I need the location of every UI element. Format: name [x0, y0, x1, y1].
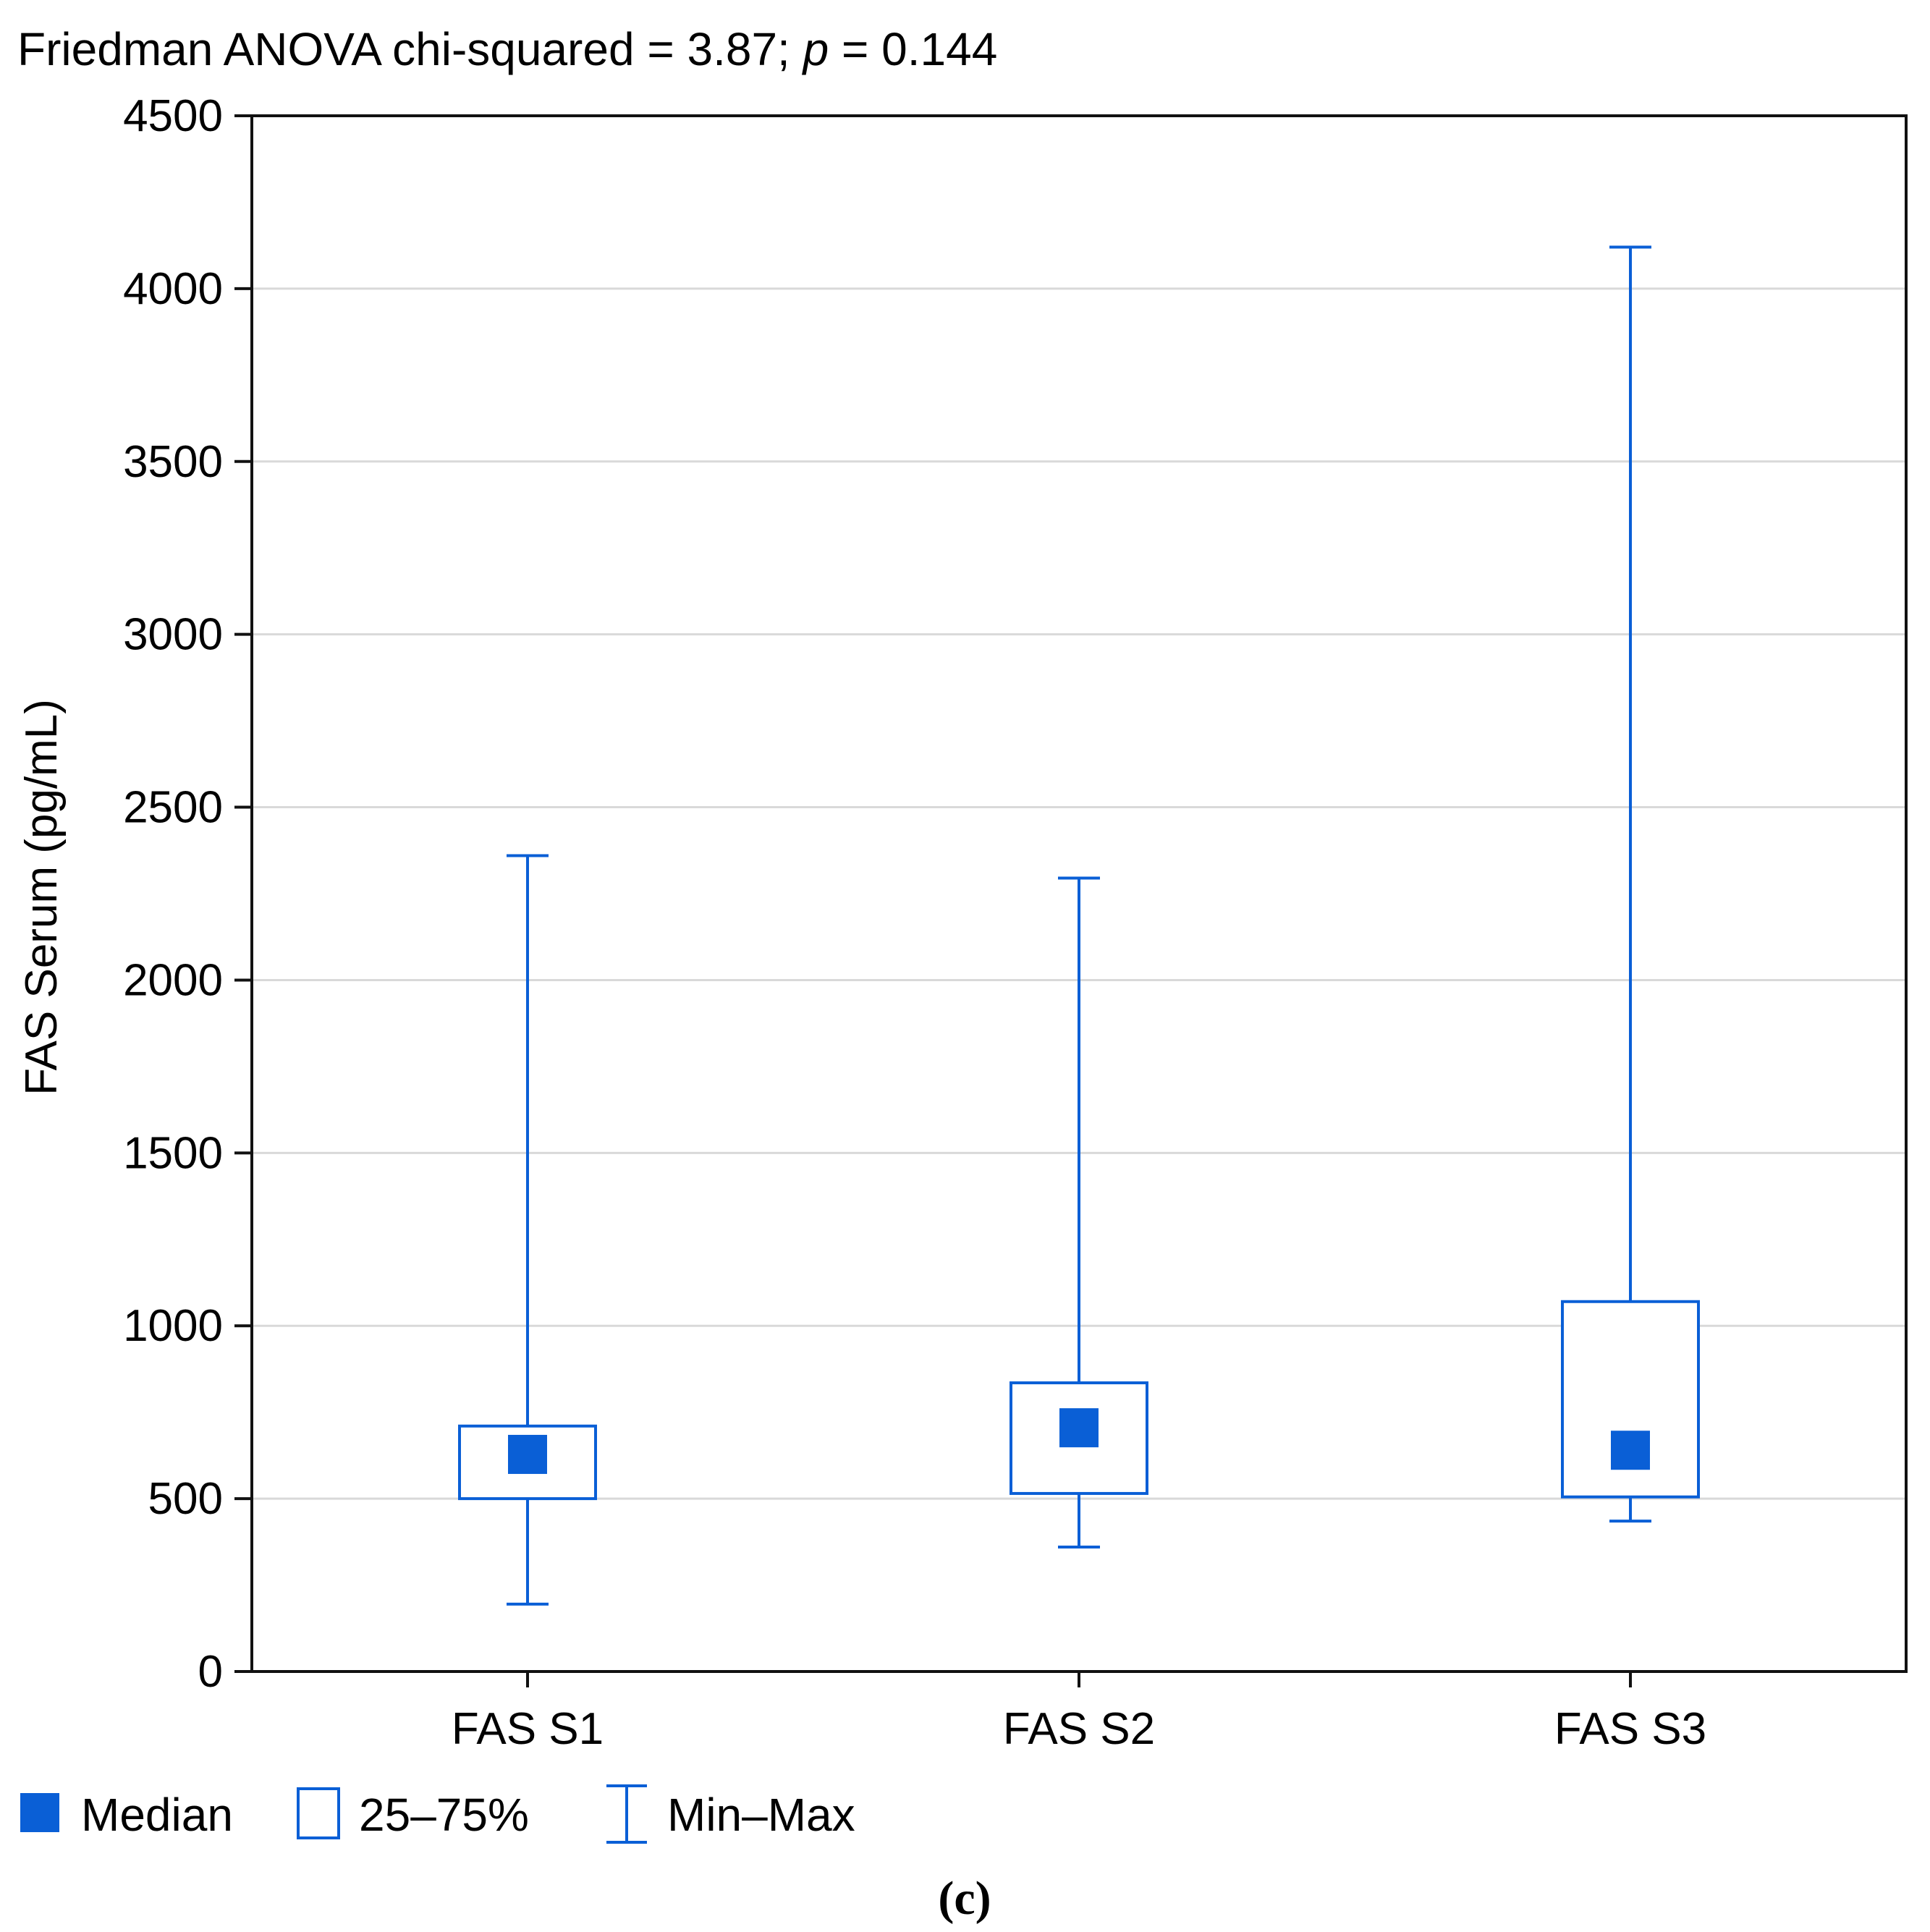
x-axis-ticks: FAS S1 FAS S2 FAS S3 [452, 1672, 1706, 1754]
plot-area [458, 245, 1700, 1606]
y-tick-label: 0 [198, 1647, 223, 1697]
x-tick-label: FAS S1 [452, 1704, 604, 1754]
y-tick-label: 2500 [123, 783, 223, 833]
y-axis-ticks: 0 500 1000 1500 2000 2500 3000 3500 4000 4500 [123, 91, 252, 1697]
y-tick-label: 500 [148, 1474, 223, 1524]
x-tick-label: FAS S3 [1554, 1704, 1706, 1754]
legend-label: Min–Max [667, 1789, 855, 1841]
y-tick-label: 1000 [123, 1301, 223, 1351]
y-tick-label: 4000 [123, 264, 223, 314]
legend-median-swatch [20, 1793, 59, 1832]
chart-title-value: = 0.144 [829, 23, 997, 75]
y-axis-label: FAS Serum (pg/mL) [17, 699, 67, 1096]
median-marker [508, 1434, 547, 1474]
y-tick-label: 3500 [123, 437, 223, 487]
legend: Median 25–75% Min–Max [20, 1784, 855, 1844]
y-tick-label: 2000 [123, 955, 223, 1005]
y-tick-label: 4500 [123, 91, 223, 141]
x-tick-label: FAS S2 [1003, 1704, 1155, 1754]
median-marker [1059, 1408, 1099, 1448]
y-tick-label: 1500 [123, 1128, 223, 1178]
legend-item: Min–Max [606, 1784, 855, 1844]
figure-caption: (c) [938, 1872, 991, 1925]
legend-item: Median [20, 1789, 233, 1841]
box-group [1561, 245, 1700, 1523]
chart-title-p: p [802, 23, 829, 75]
box-group [458, 854, 597, 1606]
legend-label: Median [81, 1789, 233, 1841]
y-tick-label: 3000 [123, 610, 223, 660]
legend-label: 25–75% [359, 1789, 529, 1841]
legend-iqr-swatch [297, 1787, 340, 1839]
median-marker [1611, 1431, 1650, 1470]
chart-title: Friedman ANOVA chi-squared = 3.87; p = 0… [17, 23, 997, 75]
legend-item: 25–75% [297, 1787, 529, 1841]
chart-title-main: Friedman ANOVA chi-squared = 3.87; [17, 23, 803, 75]
box-group [1010, 876, 1148, 1548]
